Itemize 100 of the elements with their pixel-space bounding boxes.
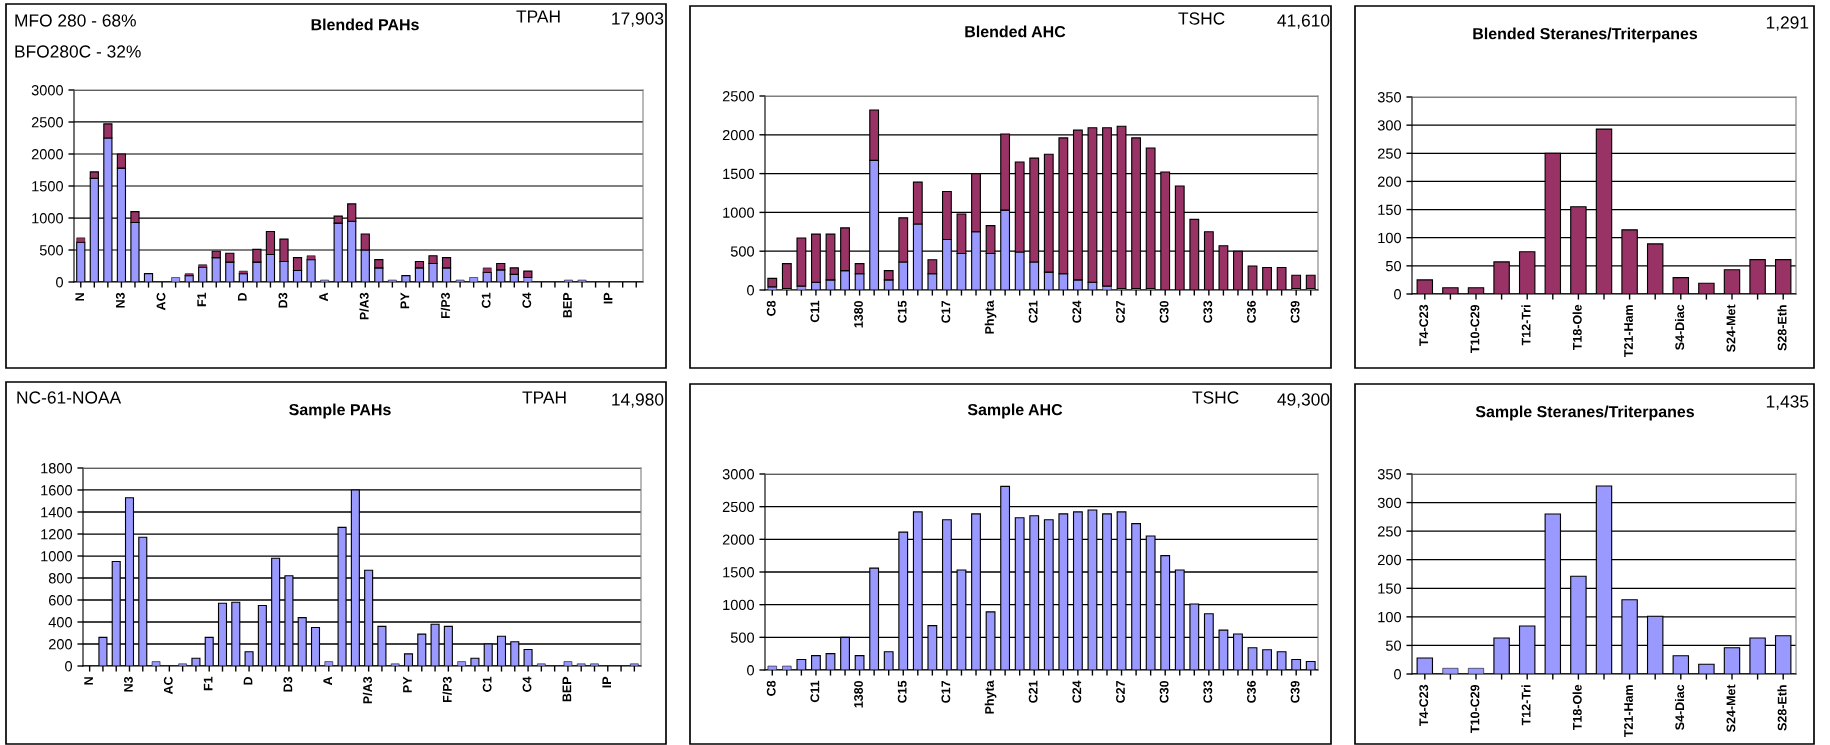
text: 41,610 bbox=[1277, 14, 1330, 29]
chart-title: Sample Steranes/Triterpanes bbox=[1475, 405, 1694, 421]
x-tick-label: AC bbox=[163, 676, 173, 695]
x-tick-label: C17 bbox=[941, 680, 951, 703]
x-tick-label: C8 bbox=[766, 300, 776, 316]
x-tick-label: C11 bbox=[810, 680, 820, 703]
y-tick-label: 1200 bbox=[41, 529, 73, 540]
y-tick-label: 300 bbox=[1377, 497, 1402, 508]
x-tick-label: C17 bbox=[941, 300, 951, 323]
x-tick-label: T21-Ham bbox=[1624, 305, 1633, 358]
x-tick-label: S4-Diac bbox=[1674, 684, 1685, 730]
x-tick-label: D bbox=[243, 676, 253, 685]
x-tick-label: C21 bbox=[1028, 300, 1038, 323]
y-tick-label: 1400 bbox=[41, 507, 73, 518]
x-tick-label: D3 bbox=[283, 676, 293, 692]
x-tick-label: C15 bbox=[897, 300, 907, 323]
y-tick-label: 0 bbox=[1394, 289, 1402, 300]
y-tick-label: 0 bbox=[65, 661, 73, 672]
x-tick-label: N3 bbox=[124, 676, 133, 692]
x-tick-label: N3 bbox=[115, 292, 125, 308]
y-tick-label: 100 bbox=[1378, 232, 1402, 244]
y-tick-label: 0 bbox=[56, 277, 64, 288]
y-tick-label: 0 bbox=[747, 285, 755, 296]
x-tick-label: C27 bbox=[1116, 300, 1125, 323]
x-tick-label: T4-C23 bbox=[1419, 684, 1429, 726]
x-tick-label: S24-Met bbox=[1726, 304, 1736, 352]
y-tick-label: 500 bbox=[39, 245, 64, 256]
x-tick-label: F/P3 bbox=[442, 676, 452, 702]
x-tick-label: S28-Eth bbox=[1777, 305, 1787, 351]
y-tick-label: 200 bbox=[1377, 554, 1402, 566]
x-tick-label: A bbox=[319, 292, 328, 302]
y-tick-label: 300 bbox=[1377, 120, 1402, 131]
y-tick-label: 3000 bbox=[31, 85, 64, 96]
text: NC-61-NOAA bbox=[17, 391, 122, 404]
y-tick-label: 100 bbox=[1378, 611, 1402, 623]
y-tick-label: 3000 bbox=[722, 469, 755, 480]
x-tick-label: PY bbox=[403, 676, 412, 693]
y-tick-label: 500 bbox=[730, 246, 755, 257]
text: 49,300 bbox=[1277, 393, 1330, 408]
y-tick-label: 2000 bbox=[31, 149, 64, 160]
y-tick-label: 150 bbox=[1378, 583, 1402, 594]
text: 1,291 bbox=[1766, 16, 1809, 31]
y-tick-label: 250 bbox=[1377, 148, 1402, 159]
chart-title: Sample AHC bbox=[967, 403, 1063, 419]
x-tick-label: PY bbox=[400, 292, 410, 309]
x-tick-label: T10-C29 bbox=[1470, 304, 1480, 353]
y-tick-label: 1800 bbox=[41, 463, 73, 474]
x-tick-label: Phyta bbox=[984, 680, 997, 714]
x-tick-label: C39 bbox=[1290, 680, 1300, 703]
x-tick-label: C24 bbox=[1072, 680, 1082, 703]
y-tick-label: 2000 bbox=[722, 534, 755, 545]
x-tick-label: C36 bbox=[1247, 680, 1256, 703]
text: 17,903 bbox=[612, 12, 664, 27]
y-tick-label: 50 bbox=[1385, 640, 1402, 651]
y-tick-label: 500 bbox=[730, 632, 755, 643]
x-tick-label: BEP bbox=[562, 676, 572, 702]
x-tick-label: F1 bbox=[203, 676, 213, 691]
x-tick-label: P/A3 bbox=[362, 676, 373, 704]
x-tick-label: N bbox=[75, 293, 85, 301]
y-tick-label: 1600 bbox=[41, 485, 73, 496]
x-tick-label: C1 bbox=[481, 292, 491, 308]
x-tick-label: C24 bbox=[1072, 300, 1082, 323]
x-tick-label: S24-Met bbox=[1726, 684, 1736, 732]
text: BFO280C - 32% bbox=[15, 45, 141, 58]
x-tick-label: T18-Ole bbox=[1572, 684, 1582, 731]
x-tick-label: C27 bbox=[1116, 680, 1125, 703]
y-tick-label: 200 bbox=[1377, 176, 1402, 187]
y-tick-label: 250 bbox=[1377, 526, 1402, 537]
x-tick-label: IP bbox=[602, 676, 612, 688]
x-tick-label: 1380 bbox=[854, 300, 863, 328]
x-tick-label: C11 bbox=[810, 300, 820, 323]
y-tick-label: 350 bbox=[1377, 92, 1402, 103]
x-tick-label: C30 bbox=[1159, 680, 1169, 703]
x-tick-label: A bbox=[323, 676, 333, 686]
chart-title: Sample PAHs bbox=[289, 403, 391, 419]
y-tick-label: 0 bbox=[747, 665, 755, 676]
x-tick-label: 1380 bbox=[854, 680, 863, 708]
text: TPAH bbox=[516, 10, 560, 23]
x-tick-label: IP bbox=[603, 292, 613, 304]
text: 14,980 bbox=[612, 393, 664, 408]
y-tick-label: 1000 bbox=[723, 599, 755, 611]
y-tick-label: 400 bbox=[48, 617, 73, 628]
x-tick-label: T21-Ham bbox=[1624, 685, 1633, 738]
x-tick-label: N bbox=[84, 677, 93, 685]
y-tick-label: 2500 bbox=[31, 117, 64, 128]
y-tick-label: 150 bbox=[1378, 204, 1402, 215]
y-tick-label: 200 bbox=[48, 639, 73, 650]
x-tick-label: C15 bbox=[897, 680, 907, 703]
y-tick-label: 50 bbox=[1385, 260, 1402, 272]
x-tick-label: Phyta bbox=[984, 300, 997, 334]
x-tick-label: S28-Eth bbox=[1777, 685, 1787, 731]
x-tick-label: D bbox=[237, 292, 247, 301]
text: TSHC bbox=[1192, 391, 1239, 404]
y-tick-label: 800 bbox=[48, 573, 73, 584]
chart-title: Blended Steranes/Triterpanes bbox=[1473, 27, 1698, 43]
x-tick-label: C39 bbox=[1290, 300, 1300, 323]
x-tick-label: T18-Ole bbox=[1572, 304, 1582, 351]
y-tick-label: 1500 bbox=[723, 567, 755, 578]
x-tick-label: T12-Tri bbox=[1521, 305, 1531, 346]
x-tick-label: T12-Tri bbox=[1521, 685, 1531, 726]
